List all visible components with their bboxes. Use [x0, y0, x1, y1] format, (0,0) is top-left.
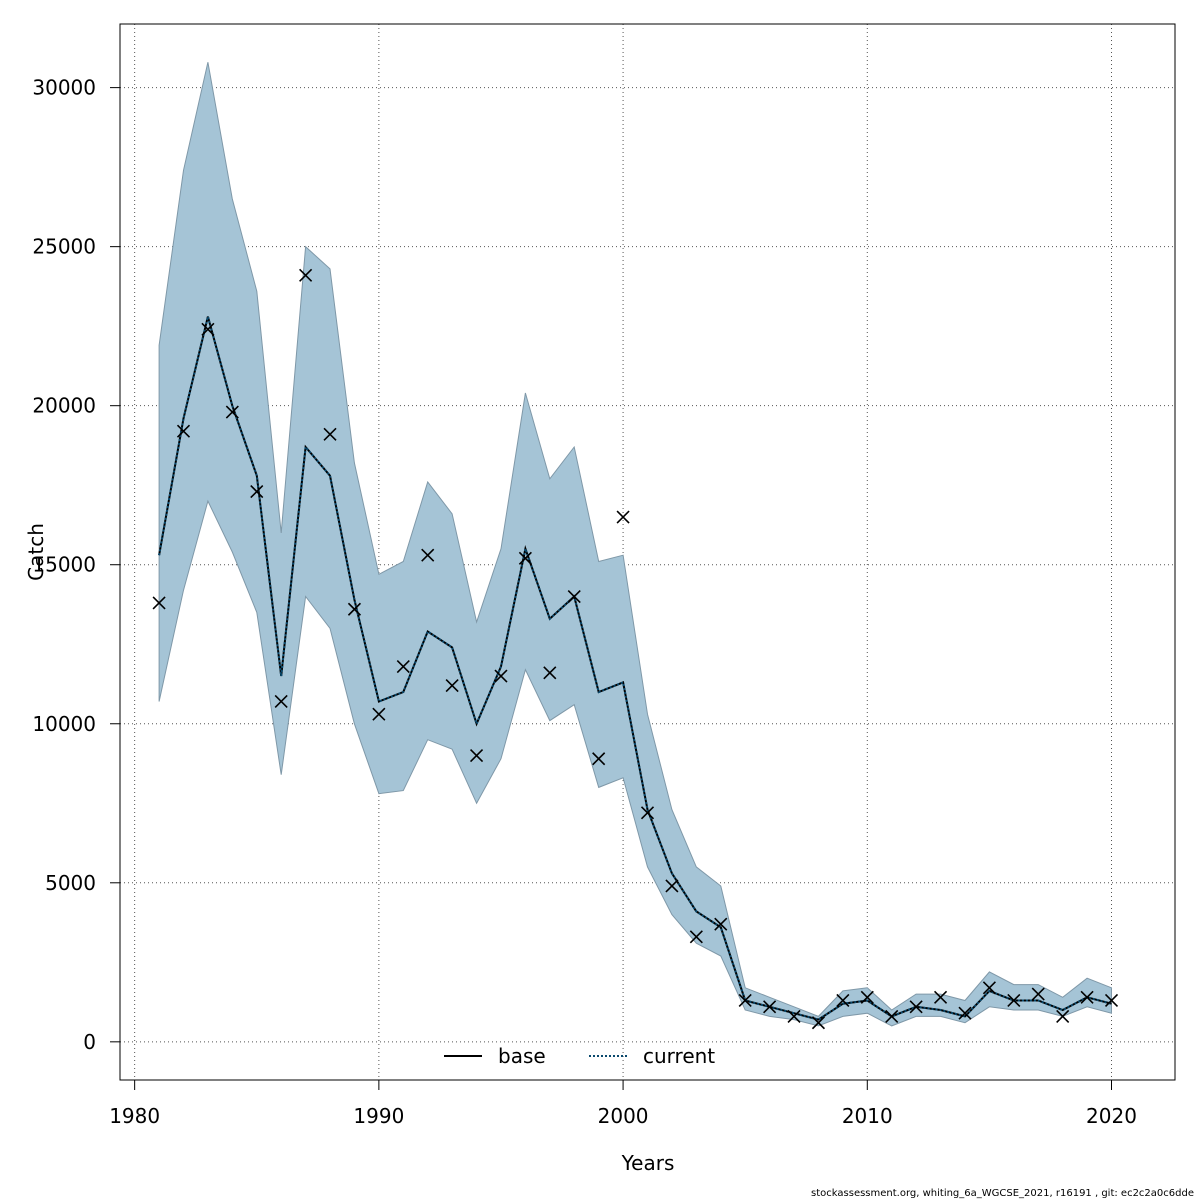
observed-point	[860, 990, 874, 1004]
observed-markers	[152, 268, 1119, 1030]
y-tick-label: 5000	[45, 871, 96, 895]
observed-point	[494, 669, 508, 683]
observed-point	[299, 268, 313, 282]
y-tick-label: 25000	[32, 235, 96, 259]
observed-point	[250, 485, 264, 499]
x-tick-label: 1990	[353, 1104, 404, 1128]
observed-point	[1104, 993, 1119, 1008]
observed-point	[1007, 993, 1021, 1008]
observed-point	[152, 596, 166, 610]
y-tick-label: 0	[83, 1030, 96, 1054]
grid-lines	[120, 24, 1175, 1080]
x-tick-label: 2010	[842, 1104, 893, 1128]
observed-point	[421, 548, 435, 562]
series-line-current	[158, 316, 1112, 1021]
x-axis-label: Years	[621, 1151, 675, 1175]
x-tick-label: 2000	[598, 1104, 649, 1128]
observed-point	[665, 879, 679, 893]
y-tick-label: 10000	[32, 712, 96, 736]
observed-point	[543, 666, 557, 680]
observed-point	[982, 981, 996, 995]
observed-point	[592, 752, 606, 766]
observed-point	[396, 659, 410, 674]
observed-point	[640, 806, 655, 820]
legend: base current	[444, 1044, 715, 1068]
y-axis-label: Catch	[24, 523, 48, 581]
y-tick-label: 20000	[32, 394, 96, 418]
observed-point	[445, 679, 459, 693]
y-axis: 0 5000 10000 15000 20000 25000 30000	[32, 76, 121, 1054]
observed-point	[469, 749, 484, 763]
observed-point	[885, 1009, 899, 1023]
observed-point	[372, 707, 386, 721]
y-tick-label: 30000	[32, 76, 96, 100]
observed-point	[689, 930, 703, 944]
x-tick-label: 1980	[109, 1104, 160, 1128]
observed-point	[909, 1000, 923, 1014]
y-tick-label: 15000	[32, 553, 96, 577]
observed-point	[225, 405, 239, 419]
observed-point	[201, 322, 215, 336]
observed-point	[1056, 1009, 1070, 1023]
observed-point	[787, 1009, 801, 1023]
observed-point	[323, 427, 337, 441]
observed-point	[933, 990, 948, 1004]
observed-point	[1080, 990, 1094, 1004]
observed-point	[1031, 987, 1045, 1001]
observed-point	[714, 917, 728, 931]
observed-point	[347, 602, 362, 616]
x-axis: 1980 1990 2000 2010 2020	[109, 1079, 1137, 1128]
legend-label-base: base	[498, 1044, 546, 1068]
observed-point	[567, 589, 581, 604]
observed-point	[616, 510, 630, 524]
confidence-band	[158, 62, 1112, 1027]
observed-point	[811, 1016, 826, 1030]
observed-point	[763, 1000, 777, 1014]
observed-point	[518, 551, 532, 565]
legend-label-current: current	[643, 1044, 715, 1068]
observed-point	[274, 694, 288, 709]
observed-point	[958, 1006, 972, 1020]
observed-point	[176, 424, 191, 438]
observed-point	[738, 993, 752, 1008]
footer-credit: stockassessment.org, whiting_6a_WGCSE_20…	[811, 1188, 1194, 1199]
x-tick-label: 2020	[1086, 1104, 1137, 1128]
observed-point	[836, 993, 850, 1008]
